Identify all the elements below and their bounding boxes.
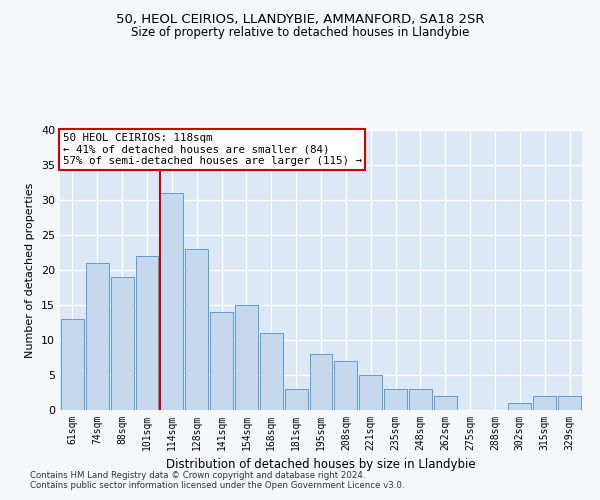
Bar: [533, 396, 556, 410]
Bar: [359, 375, 382, 410]
Text: Size of property relative to detached houses in Llandybie: Size of property relative to detached ho…: [131, 26, 469, 39]
Bar: [310, 354, 332, 410]
Bar: [558, 396, 581, 410]
Bar: [384, 389, 407, 410]
Bar: [185, 249, 208, 410]
Bar: [160, 193, 183, 410]
Bar: [61, 319, 84, 410]
Bar: [111, 277, 134, 410]
Bar: [285, 389, 308, 410]
X-axis label: Distribution of detached houses by size in Llandybie: Distribution of detached houses by size …: [166, 458, 476, 471]
Bar: [136, 256, 158, 410]
Bar: [210, 312, 233, 410]
Text: 50, HEOL CEIRIOS, LLANDYBIE, AMMANFORD, SA18 2SR: 50, HEOL CEIRIOS, LLANDYBIE, AMMANFORD, …: [116, 12, 484, 26]
Bar: [334, 361, 357, 410]
Text: 50 HEOL CEIRIOS: 118sqm
← 41% of detached houses are smaller (84)
57% of semi-de: 50 HEOL CEIRIOS: 118sqm ← 41% of detache…: [62, 133, 362, 166]
Bar: [260, 333, 283, 410]
Bar: [409, 389, 432, 410]
Bar: [434, 396, 457, 410]
Y-axis label: Number of detached properties: Number of detached properties: [25, 182, 35, 358]
Bar: [86, 263, 109, 410]
Bar: [235, 305, 258, 410]
Bar: [508, 403, 531, 410]
Text: Contains HM Land Registry data © Crown copyright and database right 2024.: Contains HM Land Registry data © Crown c…: [30, 470, 365, 480]
Text: Contains public sector information licensed under the Open Government Licence v3: Contains public sector information licen…: [30, 480, 404, 490]
